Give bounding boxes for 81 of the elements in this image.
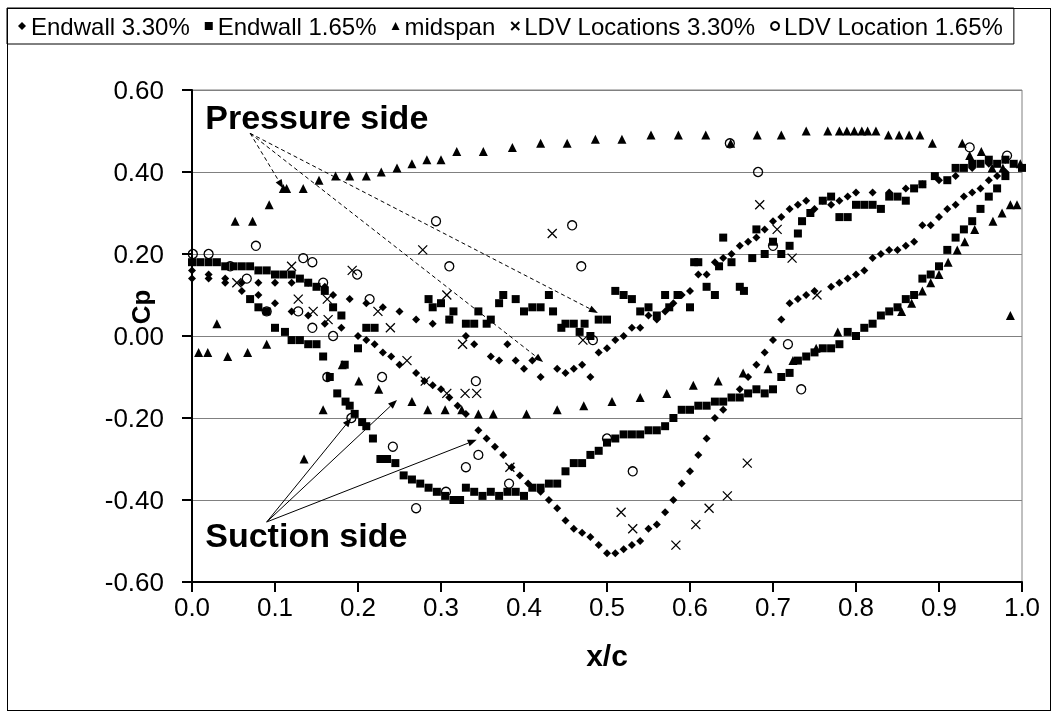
point: [250, 240, 262, 251]
point: [576, 261, 587, 272]
y-tick-label: -0.40: [104, 485, 164, 515]
point: [187, 248, 198, 260]
point: [307, 322, 318, 333]
x-tick-label: 0.0: [173, 592, 211, 622]
point: [627, 523, 638, 534]
y-tick-label: -0.20: [104, 403, 164, 433]
x-tick-label: 0.8: [837, 592, 875, 622]
point: [503, 478, 515, 489]
point: [752, 166, 764, 178]
point: [782, 339, 794, 350]
point: [372, 306, 384, 317]
point: [347, 265, 358, 276]
annotation: Suction side: [205, 516, 408, 555]
point: [754, 199, 765, 210]
x-tick-label: 0.9: [920, 592, 958, 622]
point: [470, 375, 482, 387]
point: [327, 330, 339, 342]
point: [567, 220, 578, 231]
point: [444, 261, 455, 272]
x-tick-label: 0.5: [588, 592, 626, 622]
x-tick-label: 0.4: [505, 592, 543, 622]
point: [690, 519, 701, 530]
point: [473, 449, 484, 461]
point: [410, 503, 422, 514]
point: [308, 306, 319, 317]
point: [298, 252, 309, 264]
point: [352, 269, 363, 280]
point: [440, 486, 452, 497]
x-tick-label: 0.3: [422, 592, 460, 622]
point: [670, 539, 682, 551]
point: [417, 244, 428, 256]
legend-label: LDV Location 1.65%: [784, 12, 1003, 40]
point: [615, 507, 627, 518]
legend-label: LDV Locations 3.30%: [524, 12, 756, 40]
point: [286, 261, 297, 272]
point: [796, 384, 807, 395]
point: [577, 334, 589, 346]
y-tick-label: 0.60: [113, 75, 164, 105]
point: [627, 466, 638, 477]
point: [318, 277, 329, 288]
legend-label: Endwall 3.30%: [31, 12, 190, 40]
point: [376, 371, 388, 383]
point: [430, 216, 442, 227]
point: [293, 293, 304, 305]
x-axis-title: x/c: [586, 638, 628, 672]
x-tick-label: 0.7: [754, 592, 792, 622]
point: [293, 306, 304, 317]
point: [457, 339, 468, 350]
point: [441, 289, 452, 301]
legend-label: Endwall 1.65%: [217, 12, 377, 40]
point: [387, 441, 399, 452]
x-tick-label: 0.1: [256, 592, 294, 622]
point: [1001, 150, 1013, 161]
point: [742, 457, 753, 469]
legend-label: midspan: [404, 12, 496, 40]
point: [722, 490, 733, 502]
point: [241, 273, 252, 284]
point: [401, 355, 413, 366]
point: [772, 224, 783, 235]
point: [964, 142, 975, 153]
point: [364, 293, 375, 305]
y-tick-label: 0.20: [113, 239, 164, 269]
point: [460, 462, 472, 473]
point: [547, 228, 558, 239]
annotation: Pressure side: [205, 98, 429, 137]
point: [587, 334, 599, 346]
y-tick-label: 0.40: [113, 157, 164, 187]
point: [307, 257, 318, 268]
point: [385, 322, 396, 333]
point: [703, 503, 715, 514]
x-tick-label: 0.6: [671, 592, 709, 622]
x-tick-label: 0.2: [339, 592, 377, 622]
point: [203, 248, 214, 260]
y-tick-label: -0.60: [104, 567, 164, 597]
point: [322, 314, 334, 325]
point: [346, 412, 357, 424]
point: [786, 252, 798, 264]
x-tick-label: 1.0: [1003, 592, 1041, 622]
point: [322, 293, 333, 305]
